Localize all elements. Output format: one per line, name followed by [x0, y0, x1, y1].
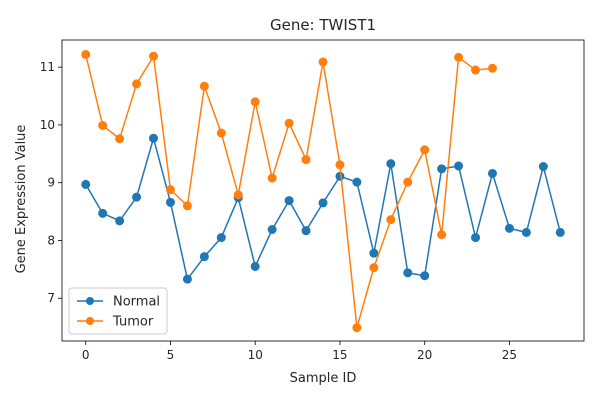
data-point-normal	[267, 224, 277, 234]
data-point-tumor	[301, 155, 311, 165]
data-point-tumor	[182, 201, 192, 211]
data-point-normal	[98, 208, 108, 218]
data-point-normal	[199, 252, 209, 262]
legend-marker-tumor	[86, 317, 94, 325]
y-axis-label: Gene Expression Value	[14, 125, 29, 274]
data-point-tumor	[233, 190, 243, 200]
data-point-normal	[132, 192, 142, 202]
data-point-normal	[487, 168, 497, 178]
data-point-normal	[403, 268, 413, 278]
chart-title: Gene: TWIST1	[270, 16, 376, 34]
data-point-normal	[471, 233, 481, 243]
plot-frame	[61, 39, 585, 342]
data-point-normal	[420, 271, 430, 281]
data-point-tumor	[284, 118, 294, 128]
series-line-tumor	[85, 54, 493, 329]
y-tick-label: 11	[40, 60, 55, 74]
data-point-tumor	[81, 49, 91, 59]
data-point-tumor	[149, 51, 159, 61]
legend-marker-normal	[86, 297, 94, 305]
data-point-normal	[437, 164, 447, 174]
legend: Normal Tumor	[68, 287, 168, 335]
data-point-normal	[352, 177, 362, 187]
data-point-normal	[149, 133, 159, 143]
y-tick-label: 9	[47, 176, 55, 190]
data-point-normal	[504, 223, 514, 233]
data-point-tumor	[132, 79, 142, 89]
data-point-tumor	[386, 215, 396, 225]
data-point-normal	[216, 233, 226, 243]
data-point-tumor	[471, 65, 481, 75]
data-point-normal	[284, 196, 294, 206]
plot-area: 0 5 10 15 20 25 7 8 9 10 11	[40, 39, 585, 362]
data-point-normal	[335, 171, 345, 181]
data-point-tumor	[318, 57, 328, 67]
x-tick-label: 0	[82, 348, 90, 362]
data-point-normal	[115, 216, 125, 226]
data-point-tumor	[335, 160, 345, 170]
data-point-normal	[301, 226, 311, 236]
data-point-tumor	[420, 145, 430, 155]
x-axis-label: Sample ID	[290, 371, 357, 386]
data-point-tumor	[98, 121, 108, 131]
x-tick-label: 15	[332, 348, 347, 362]
data-point-normal	[454, 161, 464, 171]
y-tick-label: 8	[47, 233, 55, 247]
data-point-normal	[538, 162, 548, 172]
x-tick-label: 10	[248, 348, 263, 362]
data-point-tumor	[165, 185, 175, 195]
data-point-tumor	[369, 263, 379, 273]
data-point-tumor	[115, 134, 125, 144]
series-line-normal	[85, 137, 561, 280]
data-point-normal	[250, 261, 260, 271]
x-tick-label: 25	[502, 348, 517, 362]
data-point-normal	[555, 227, 565, 237]
y-tick-label: 7	[47, 291, 55, 305]
x-tick-label: 5	[167, 348, 175, 362]
data-point-tumor	[250, 97, 260, 107]
x-tick-label: 20	[417, 348, 432, 362]
data-point-tumor	[267, 173, 277, 183]
data-point-tumor	[437, 230, 447, 240]
data-point-tumor	[216, 128, 226, 138]
data-point-tumor	[454, 52, 464, 62]
data-point-normal	[369, 248, 379, 258]
legend-label-tumor: Tumor	[112, 315, 154, 330]
data-point-normal	[521, 227, 531, 237]
data-point-tumor	[403, 177, 413, 187]
data-point-tumor	[199, 81, 209, 91]
y-tick-label: 10	[40, 118, 55, 132]
data-point-tumor	[352, 323, 362, 333]
data-point-tumor	[487, 63, 497, 73]
data-point-normal	[318, 198, 328, 208]
data-point-normal	[182, 274, 192, 284]
data-point-normal	[386, 159, 396, 169]
legend-label-normal: Normal	[113, 295, 160, 310]
data-point-normal	[81, 179, 91, 189]
data-point-normal	[165, 197, 175, 207]
